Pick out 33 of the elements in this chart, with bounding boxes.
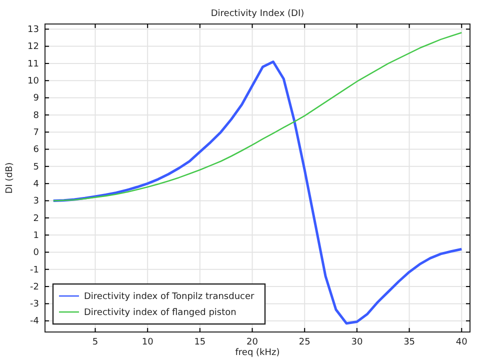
x-tick-label: 30 xyxy=(351,337,363,348)
chart-title: Directivity Index (DI) xyxy=(210,9,304,19)
legend-label: Directivity index of flanged piston xyxy=(84,308,236,318)
x-tick-label: 5 xyxy=(92,337,98,348)
y-axis-title: DI (dB) xyxy=(5,162,15,194)
y-tick-label: 12 xyxy=(28,42,39,52)
x-axis-title: freq (kHz) xyxy=(235,348,280,358)
y-tick-label: 11 xyxy=(28,59,39,70)
x-tick-label: 10 xyxy=(142,337,154,348)
x-tick-label: 25 xyxy=(298,337,310,348)
y-tick-label: -3 xyxy=(30,300,39,310)
legend-label: Directivity index of Tonpilz transducer xyxy=(84,292,255,302)
y-tick-label: 7 xyxy=(33,128,39,138)
y-tick-label: 2 xyxy=(33,214,39,224)
x-tick-label: 15 xyxy=(194,337,206,348)
y-tick-label: 1 xyxy=(33,230,39,241)
y-tick-label: -1 xyxy=(30,265,39,276)
y-tick-label: 4 xyxy=(33,179,40,190)
line-series xyxy=(52,60,463,325)
y-tick-label: 5 xyxy=(33,162,39,172)
x-tick-label: 40 xyxy=(456,337,468,348)
y-tick-label: 9 xyxy=(33,94,40,104)
y-tick-label: -4 xyxy=(30,316,40,327)
y-tick-label: 13 xyxy=(28,25,39,36)
y-tick-label: 3 xyxy=(33,196,39,207)
y-tick-label: 0 xyxy=(33,248,40,258)
y-tick-label: -2 xyxy=(30,282,39,292)
x-tick-label: 20 xyxy=(246,337,258,348)
y-tick-label: 8 xyxy=(33,110,40,121)
y-tick-label: 10 xyxy=(28,76,40,87)
x-tick-label: 35 xyxy=(404,337,416,348)
line-series xyxy=(52,32,462,202)
y-tick-label: 6 xyxy=(33,145,40,156)
